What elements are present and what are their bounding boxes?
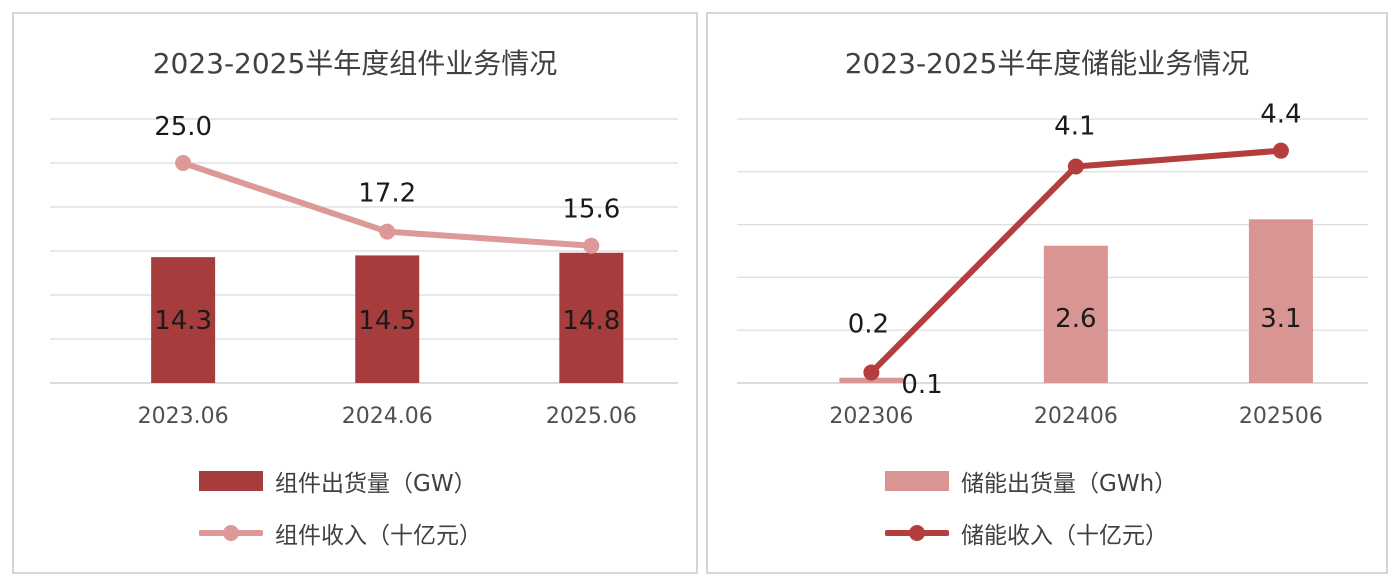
chart-panel-module: 2023-2025半年度组件业务情况 14.3 14.5 14.8 25.0 17.2 1… bbox=[12, 12, 698, 574]
legend-item-bar: 组件出货量（GW） bbox=[199, 465, 477, 497]
chart-plot-area: 0.1 2.6 3.1 0.2 4.1 4.4 202306 202406 202506 bbox=[737, 100, 1368, 429]
legend-marker bbox=[223, 525, 239, 541]
line-data-label: 25.0 bbox=[154, 112, 212, 142]
bar bbox=[355, 255, 420, 383]
x-tick-label: 2024.06 bbox=[342, 404, 433, 429]
line-data-label: 17.2 bbox=[358, 179, 416, 209]
legend-label: 组件出货量（GW） bbox=[275, 471, 477, 497]
chart-panel-storage: 2023-2025半年度储能业务情况 0.1 2.6 3.1 0.2 4.1 4.4 202… bbox=[706, 12, 1388, 574]
bar bbox=[1043, 245, 1108, 383]
bar-data-label: 14.3 bbox=[154, 306, 212, 336]
line-data-label: 15.6 bbox=[562, 195, 620, 225]
line-point bbox=[1067, 158, 1084, 175]
bar bbox=[151, 257, 216, 383]
x-tick-label: 2023.06 bbox=[138, 404, 229, 429]
bar-data-label: 3.1 bbox=[1260, 304, 1301, 334]
legend-item-line: 组件收入（十亿元） bbox=[199, 517, 482, 549]
bar bbox=[559, 252, 624, 383]
line-data-label: 0.2 bbox=[848, 309, 889, 339]
legend-swatch-bar bbox=[199, 471, 263, 491]
chart-title: 2023-2025半年度储能业务情况 bbox=[844, 47, 1250, 80]
legend-swatch-line bbox=[885, 525, 949, 541]
line-point bbox=[379, 223, 396, 240]
line-data-label: 4.4 bbox=[1260, 100, 1301, 130]
legend-item-bar: 储能出货量（GWh） bbox=[885, 465, 1177, 497]
bar-data-label: 14.5 bbox=[358, 306, 416, 336]
bar-data-label: 14.8 bbox=[562, 306, 620, 336]
line-point bbox=[583, 237, 600, 254]
legend-item-line: 储能收入（十亿元） bbox=[885, 517, 1168, 549]
chart-title: 2023-2025半年度组件业务情况 bbox=[152, 47, 558, 80]
x-tick-label: 202406 bbox=[1034, 404, 1118, 429]
legend-label: 组件收入（十亿元） bbox=[275, 523, 482, 549]
chart-plot-area: 14.3 14.5 14.8 25.0 17.2 15.6 2023.06 2024.06 20… bbox=[50, 112, 678, 429]
line-point bbox=[863, 364, 880, 381]
x-tick-label: 202506 bbox=[1239, 404, 1323, 429]
legend-label: 储能收入（十亿元） bbox=[961, 523, 1168, 549]
legend-marker bbox=[909, 525, 925, 541]
bar bbox=[1248, 219, 1313, 383]
legend-label: 储能出货量（GWh） bbox=[961, 471, 1178, 497]
legend-swatch-bar bbox=[885, 471, 949, 491]
bar-data-label: 2.6 bbox=[1055, 304, 1096, 334]
line-point bbox=[175, 155, 192, 171]
bar-data-label: 0.1 bbox=[901, 370, 942, 400]
line-point bbox=[1272, 142, 1289, 159]
legend-swatch-line bbox=[199, 525, 263, 541]
x-tick-label: 2025.06 bbox=[546, 404, 637, 429]
line-data-label: 4.1 bbox=[1054, 112, 1095, 142]
x-tick-label: 202306 bbox=[829, 404, 913, 429]
